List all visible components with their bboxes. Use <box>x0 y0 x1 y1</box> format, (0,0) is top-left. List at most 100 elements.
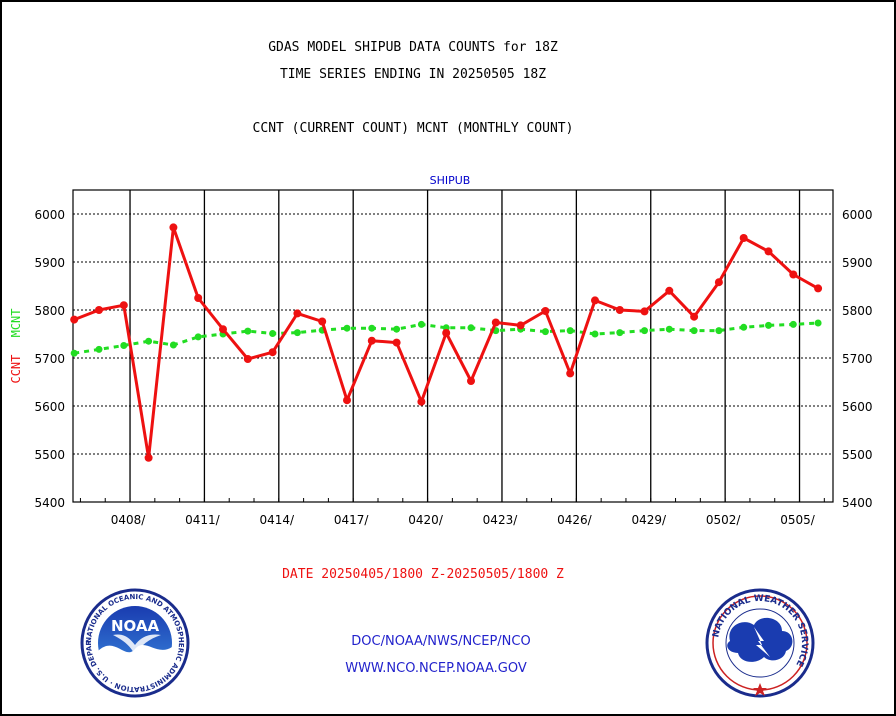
y-tick-label-right: 5700 <box>842 352 873 366</box>
data-point-mcnt <box>244 327 252 335</box>
data-point-ccnt <box>640 307 649 316</box>
y-tick-label-left: 5700 <box>34 352 65 366</box>
data-point-mcnt <box>393 325 401 333</box>
data-point-ccnt <box>119 301 128 310</box>
x-tick-label: 0408/ <box>111 513 147 527</box>
y-tick-label-left: 5600 <box>34 400 65 414</box>
data-point-ccnt <box>243 355 252 363</box>
chart-title-line2: TIME SERIES ENDING IN 20250505 18Z <box>280 67 546 82</box>
data-point-ccnt <box>739 234 748 242</box>
data-point-ccnt <box>70 315 79 324</box>
data-point-ccnt <box>541 307 550 315</box>
data-point-ccnt <box>417 397 426 406</box>
x-tick-label: 0505/ <box>780 513 816 527</box>
x-axis: 0408/0411/0414/0417/0420/0423/0426/0429/… <box>79 498 825 527</box>
x-tick-label: 0423/ <box>483 513 519 527</box>
data-point-mcnt <box>789 320 797 328</box>
y-axis-left: 5400 5500 5600 5700 5800 5900 6000 <box>34 208 65 510</box>
y-tick-label-right: 5800 <box>842 304 873 318</box>
data-point-mcnt <box>120 342 128 349</box>
x-tick-label: 0411/ <box>185 513 221 527</box>
data-point-ccnt <box>591 296 599 305</box>
data-point-mcnt <box>293 329 301 337</box>
data-point-ccnt <box>491 318 500 327</box>
x-tick-label: 0426/ <box>557 513 593 527</box>
data-point-ccnt <box>169 223 178 232</box>
data-point-ccnt <box>194 294 203 302</box>
y-tick-label-right: 5600 <box>842 400 873 414</box>
data-point-ccnt <box>392 338 401 347</box>
y-tick-label-left: 5900 <box>34 256 65 270</box>
y-label-ccnt: CCNT <box>9 355 23 384</box>
org-line: DOC/NOAA/NWS/NCEP/NCO <box>351 634 530 649</box>
data-point-mcnt <box>641 327 648 335</box>
data-point-mcnt <box>814 319 822 327</box>
data-point-ccnt <box>144 453 153 462</box>
data-point-mcnt <box>715 327 723 335</box>
data-point-mcnt <box>194 333 202 341</box>
y-tick-label-left: 6000 <box>34 208 65 222</box>
nws-logo: NATIONAL WEATHER SERVICE <box>705 588 815 698</box>
data-point-mcnt <box>368 324 376 332</box>
data-point-mcnt <box>269 330 277 337</box>
x-tick-label: 0429/ <box>631 513 667 527</box>
data-point-mcnt <box>765 321 772 329</box>
data-point-mcnt <box>145 337 153 345</box>
data-point-ccnt <box>318 317 327 326</box>
data-point-ccnt <box>789 270 798 279</box>
data-point-ccnt <box>343 396 351 405</box>
data-point-mcnt <box>690 327 698 335</box>
noaa-logo: NATIONAL OCEANIC AND ATMOSPHERIC ADMINIS… <box>80 588 190 698</box>
data-point-ccnt <box>615 306 624 314</box>
series-layer <box>70 223 823 462</box>
plot-frame <box>72 189 834 503</box>
date-range-label: DATE 20250405/1800 Z-20250505/1800 Z <box>282 567 564 582</box>
y-tick-label-right: 5500 <box>842 448 873 462</box>
y-axis-label: CCNT MCNT <box>9 308 23 383</box>
x-tick-label: 0417/ <box>334 513 370 527</box>
y-tick-label-right: 5900 <box>842 256 873 270</box>
data-point-ccnt <box>268 348 277 357</box>
data-point-mcnt <box>95 345 103 353</box>
y-tick-label-right: 5400 <box>842 496 873 510</box>
y-tick-label-right: 6000 <box>842 208 873 222</box>
data-point-ccnt <box>442 329 451 337</box>
y-axis-right: 5400 5500 5600 5700 5800 5900 6000 <box>842 208 873 510</box>
data-point-mcnt <box>616 329 624 337</box>
y-tick-label-left: 5400 <box>34 496 65 510</box>
y-label-mcnt: MCNT <box>9 308 23 337</box>
grid-layer <box>73 190 833 502</box>
data-point-mcnt <box>70 349 78 357</box>
data-point-mcnt <box>467 324 475 332</box>
data-point-ccnt <box>714 278 723 287</box>
data-point-ccnt <box>95 306 103 314</box>
data-point-ccnt <box>219 325 227 334</box>
data-point-ccnt <box>293 309 302 318</box>
data-point-ccnt <box>814 284 823 293</box>
data-point-ccnt <box>367 336 376 345</box>
url-line: WWW.NCO.NCEP.NOAA.GOV <box>345 661 527 676</box>
chart-title-line1: GDAS MODEL SHIPUB DATA COUNTS for 18Z <box>268 40 558 55</box>
data-point-ccnt <box>467 377 475 385</box>
data-point-mcnt <box>591 330 599 338</box>
data-point-mcnt <box>566 327 574 335</box>
data-point-mcnt <box>417 320 425 328</box>
y-tick-label-left: 5500 <box>34 448 65 462</box>
data-point-mcnt <box>740 323 748 331</box>
x-tick-label: 0502/ <box>706 513 742 527</box>
chart-subtitle: CCNT (CURRENT COUNT) MCNT (MONTHLY COUNT… <box>253 121 574 136</box>
data-point-mcnt <box>541 328 549 336</box>
data-point-mcnt <box>343 324 351 332</box>
x-tick-label: 0414/ <box>260 513 296 527</box>
star-icon <box>753 683 767 696</box>
data-point-ccnt <box>516 321 525 330</box>
data-point-ccnt <box>690 312 699 321</box>
noaa-logo-text: NOAA <box>111 617 160 635</box>
data-point-mcnt <box>665 325 673 333</box>
data-point-ccnt <box>764 247 773 256</box>
panel-title: SHIPUB <box>430 174 471 187</box>
data-point-mcnt <box>169 341 177 349</box>
